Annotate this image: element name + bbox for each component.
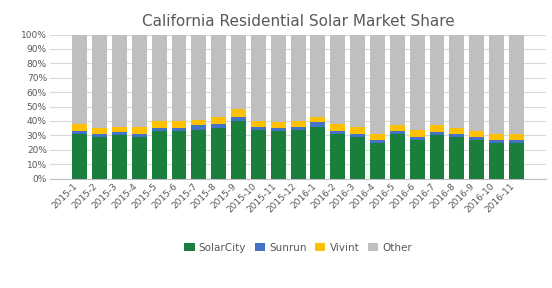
Bar [291,130,305,179]
Bar [271,35,286,122]
Bar [469,140,484,179]
Bar [172,128,187,131]
Bar [449,134,464,137]
Bar [429,125,444,132]
Bar [410,35,424,130]
Bar [350,137,365,179]
Bar [370,143,385,179]
Bar [172,131,187,179]
Bar [429,132,444,135]
Bar [112,35,127,127]
Bar [192,35,206,120]
Bar [410,137,424,140]
Bar [251,127,266,130]
Bar [251,121,266,127]
Bar [390,134,405,179]
Bar [449,35,464,128]
Bar [429,135,444,179]
Bar [251,130,266,179]
Bar [112,135,127,179]
Bar [390,125,405,131]
Bar [509,143,524,179]
Bar [291,127,305,130]
Bar [72,35,87,124]
Bar [310,122,325,127]
Bar [192,130,206,179]
Bar [92,137,107,179]
Bar [72,131,87,134]
Bar [152,131,167,179]
Bar [509,35,524,134]
Bar [291,121,305,127]
Bar [350,127,365,134]
Bar [211,35,226,117]
Bar [489,35,504,134]
Bar [330,35,345,124]
Bar [350,35,365,127]
Bar [370,35,385,134]
Bar [132,134,147,137]
Bar [132,127,147,134]
Bar [410,130,424,137]
Bar [291,35,305,121]
Bar [231,35,246,109]
Bar [271,128,286,131]
Bar [449,128,464,134]
Bar [152,35,167,121]
Bar [489,143,504,179]
Bar [489,134,504,140]
Bar [172,121,187,128]
Bar [509,140,524,143]
Bar [192,120,206,125]
Bar [469,131,484,137]
Bar [330,134,345,179]
Bar [489,140,504,143]
Bar [310,117,325,122]
Bar [271,131,286,179]
Bar [509,134,524,140]
Bar [211,128,226,179]
Bar [231,117,246,121]
Bar [330,124,345,131]
Bar [370,134,385,140]
Bar [112,132,127,135]
Bar [310,35,325,117]
Bar [92,128,107,134]
Bar [410,140,424,179]
Bar [390,131,405,134]
Bar [271,122,286,128]
Bar [211,124,226,128]
Bar [231,109,246,117]
Bar [92,35,107,128]
Bar [112,127,127,132]
Bar [72,134,87,179]
Bar [132,137,147,179]
Bar [92,134,107,137]
Bar [350,134,365,137]
Bar [469,137,484,140]
Bar [152,121,167,128]
Title: California Residential Solar Market Share: California Residential Solar Market Shar… [142,14,454,29]
Bar [132,35,147,127]
Bar [251,35,266,121]
Legend: SolarCity, Sunrun, Vivint, Other: SolarCity, Sunrun, Vivint, Other [180,238,416,257]
Bar [449,137,464,179]
Bar [390,35,405,125]
Bar [211,117,226,124]
Bar [429,35,444,125]
Bar [231,121,246,179]
Bar [192,125,206,130]
Bar [370,140,385,143]
Bar [330,131,345,134]
Bar [152,128,167,131]
Bar [310,127,325,179]
Bar [469,35,484,131]
Bar [172,35,187,121]
Bar [72,124,87,131]
